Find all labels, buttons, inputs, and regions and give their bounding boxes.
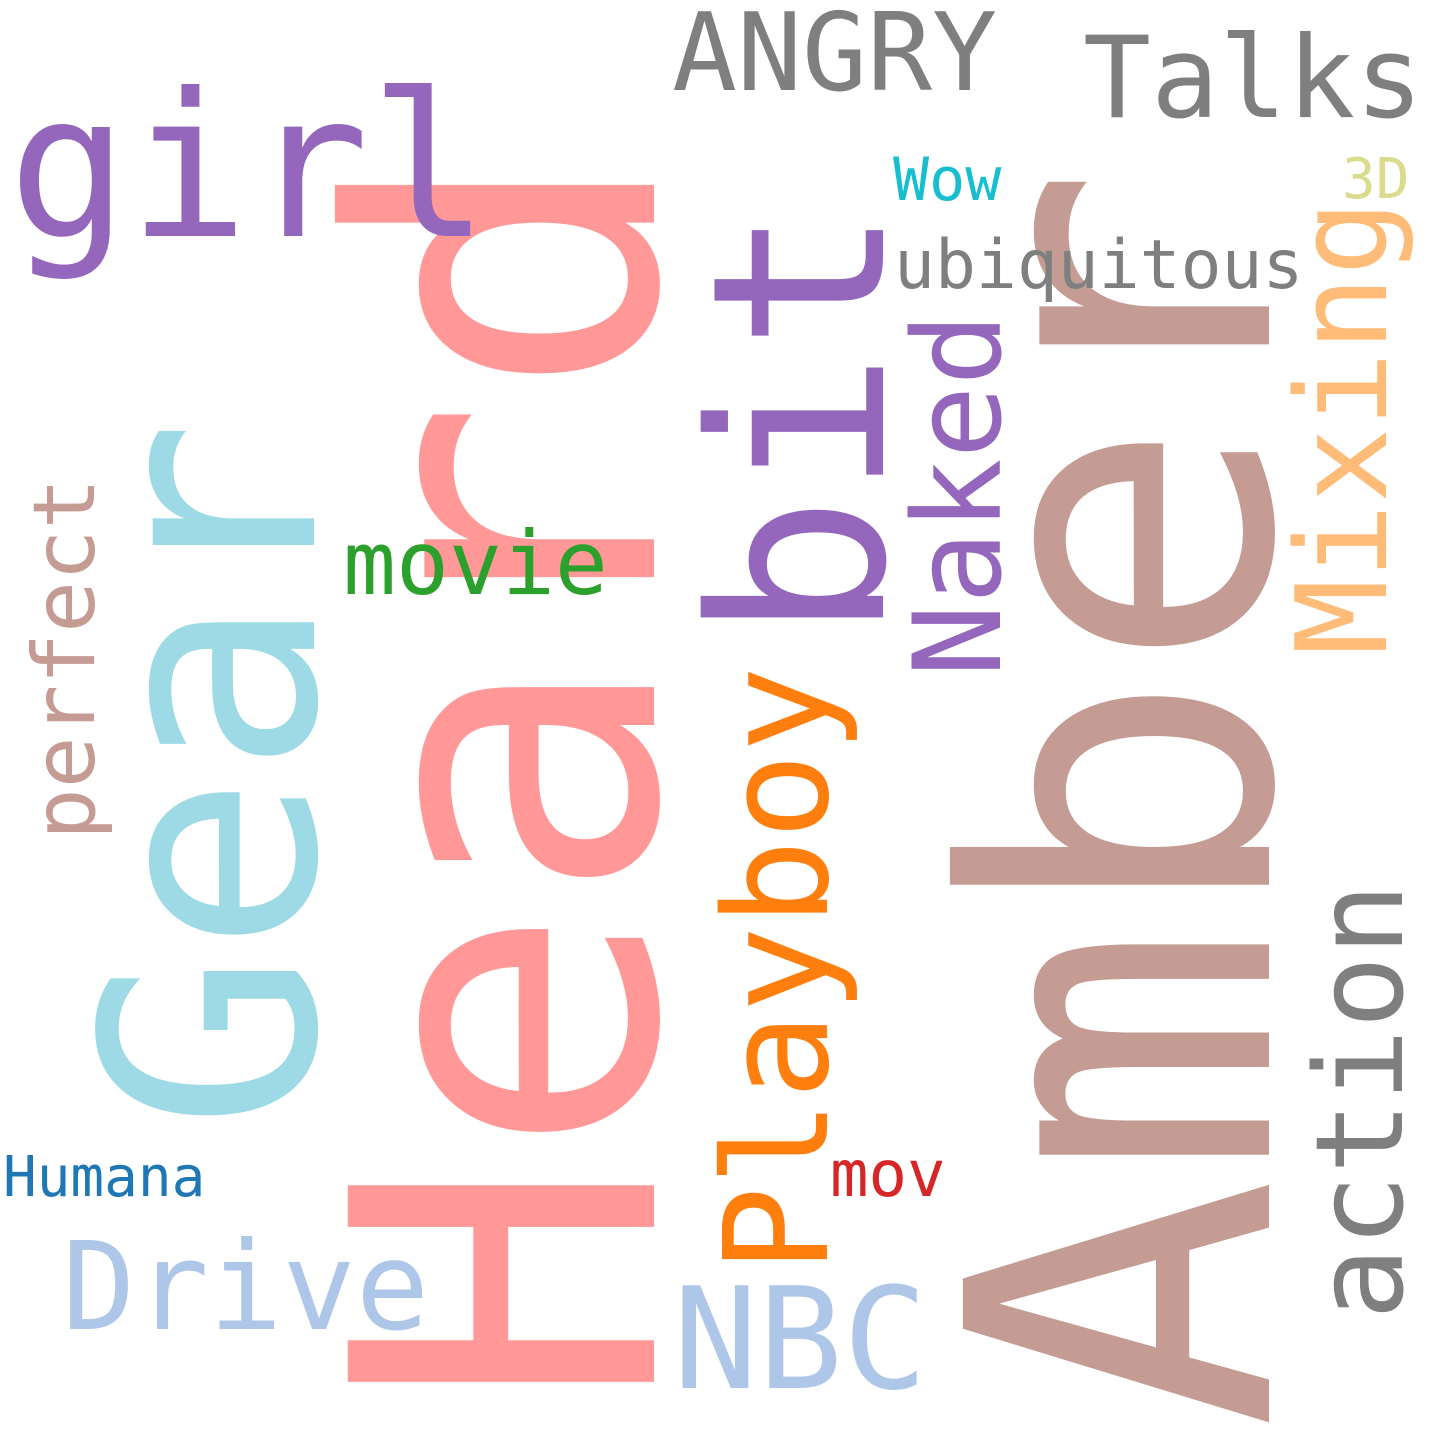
word-action: action xyxy=(1290,882,1431,1320)
word-naked: Naked xyxy=(888,312,1029,677)
word-humana: Humana xyxy=(3,1145,206,1210)
word-mov: mov xyxy=(830,1138,946,1212)
word-nbc: NBC xyxy=(673,1258,928,1422)
word-wow: Wow xyxy=(893,145,1002,215)
word-ubiquitous: ubiquitous xyxy=(894,226,1304,305)
word-drive: Drive xyxy=(62,1216,430,1358)
word-bit: bit xyxy=(660,206,940,640)
word-3d: 3D xyxy=(1342,147,1410,212)
word-angry: ANGRY xyxy=(672,0,998,116)
word-talks: Talks xyxy=(1083,12,1424,144)
word-girl: girl xyxy=(8,51,490,284)
word-perfect: perfect xyxy=(15,477,115,840)
word-movie: movie xyxy=(343,512,608,615)
